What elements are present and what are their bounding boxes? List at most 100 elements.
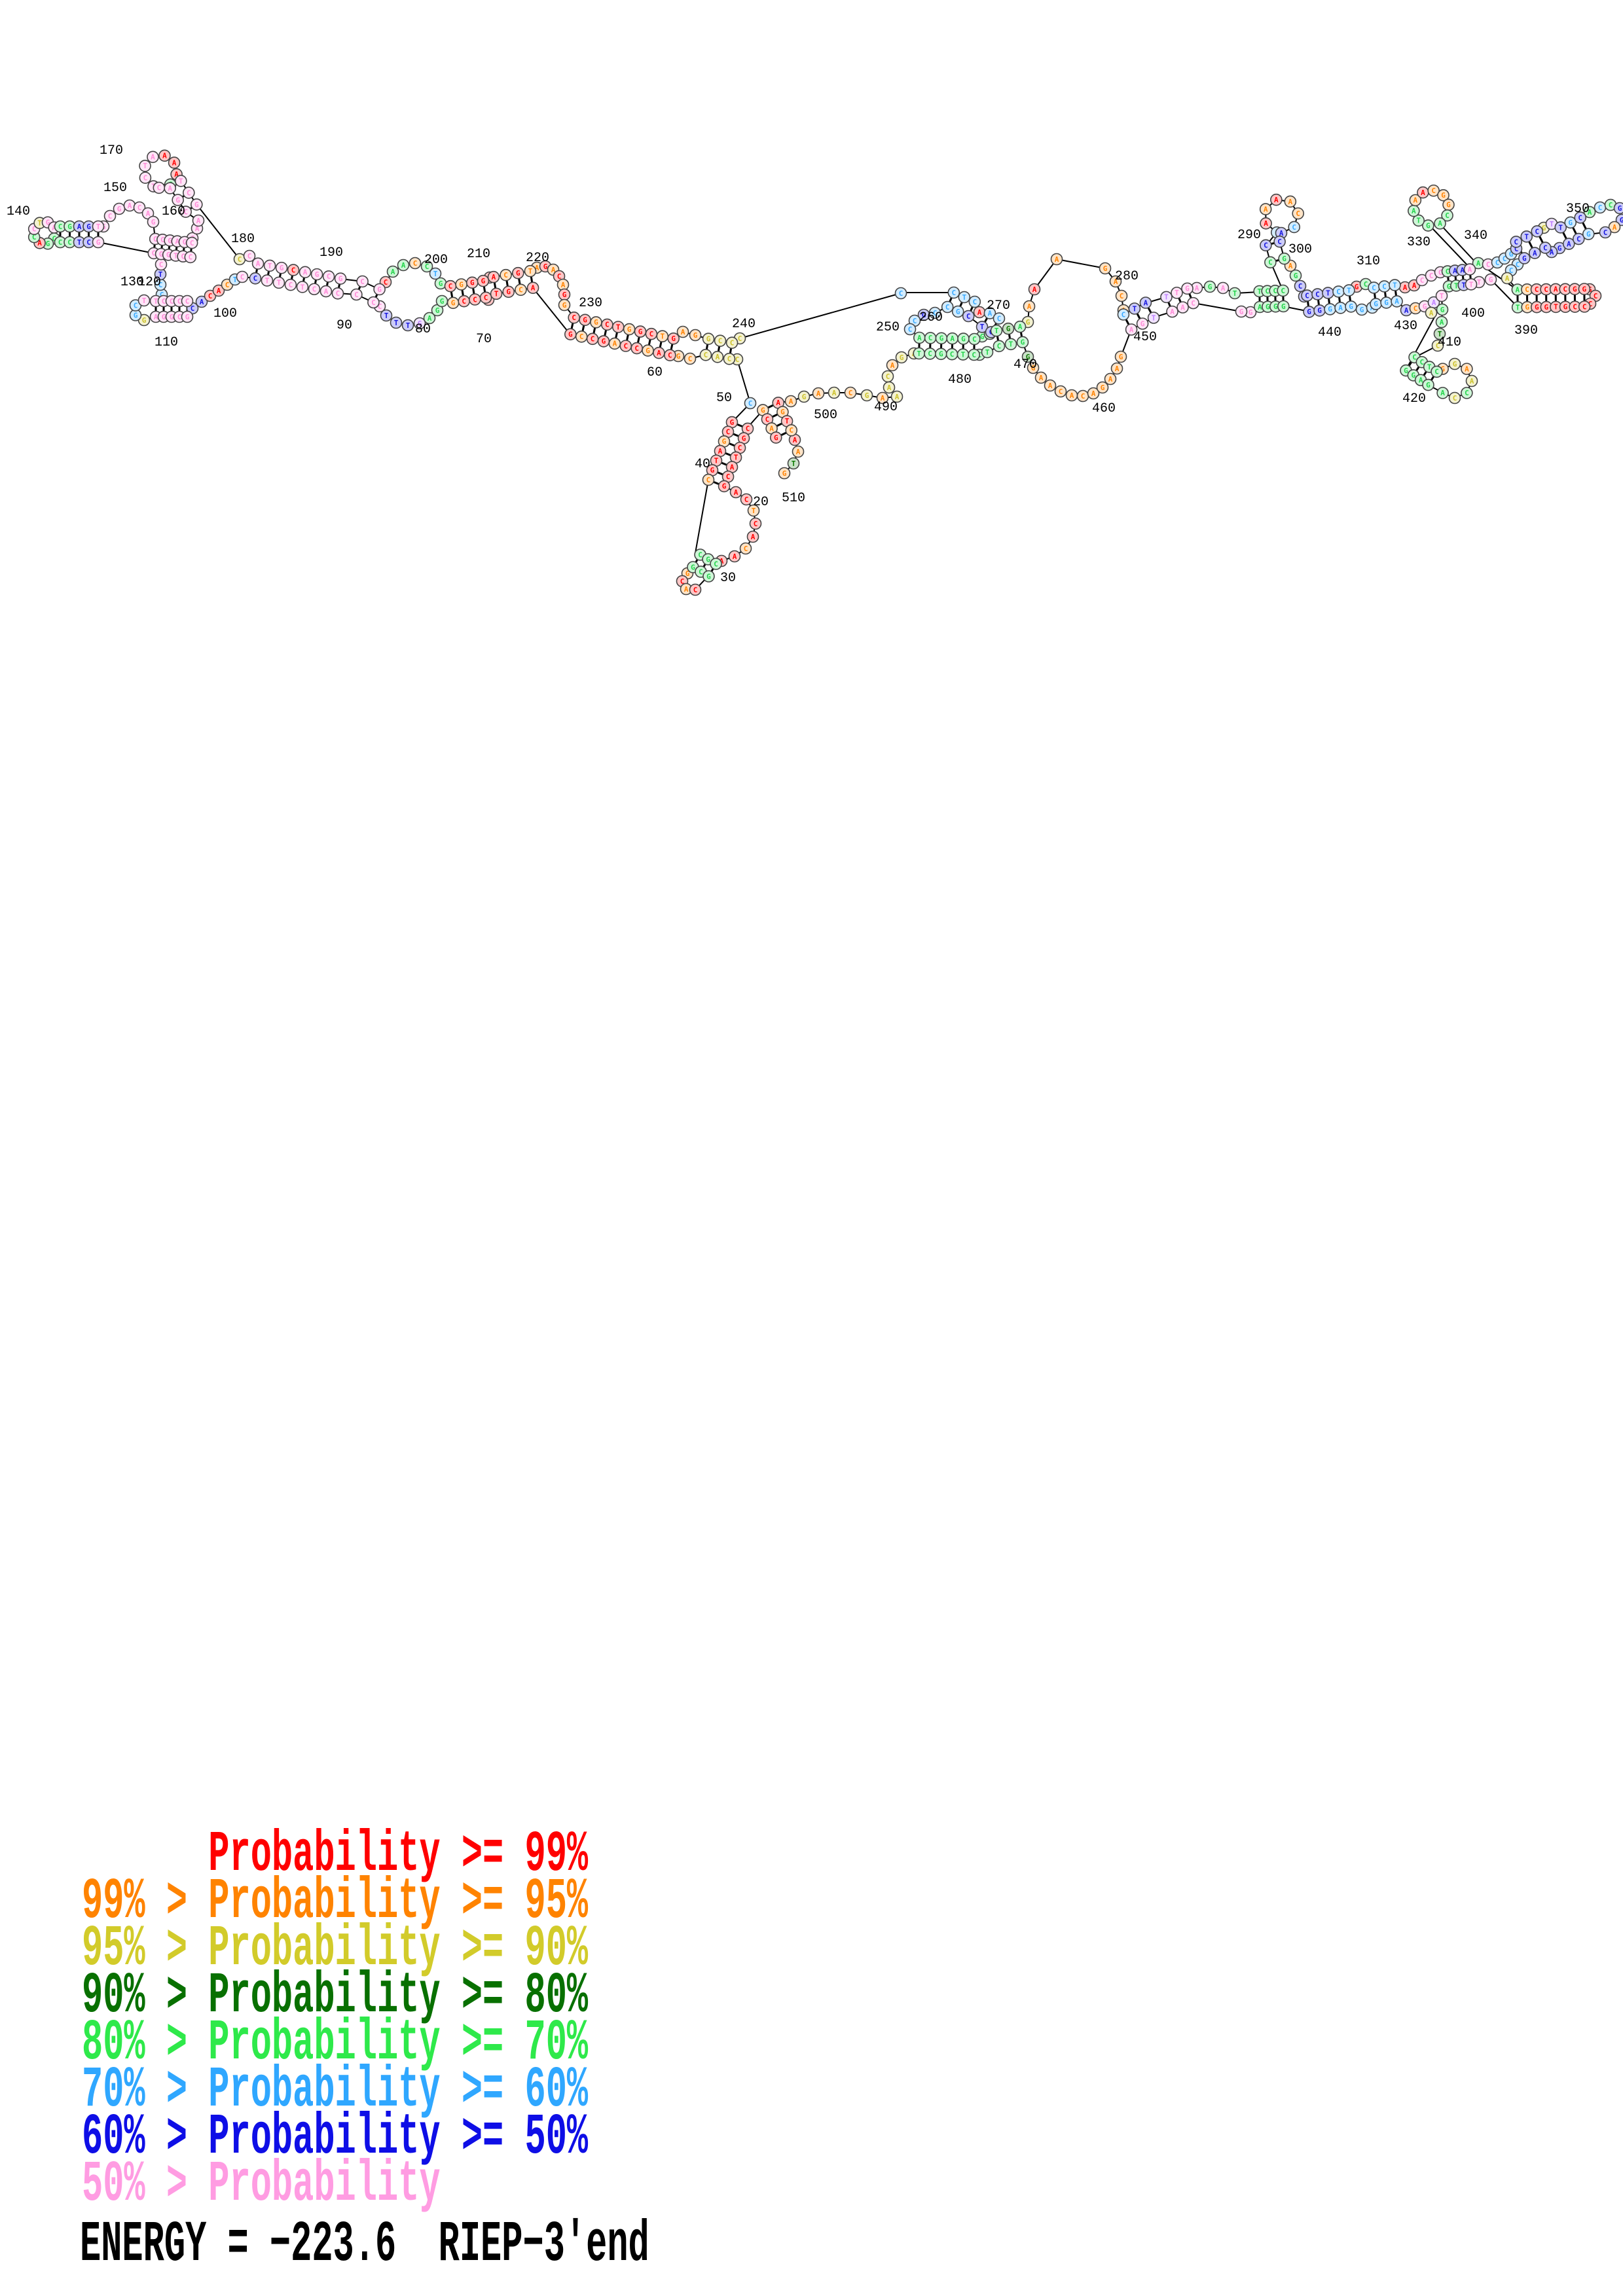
nucleotide-letter: A xyxy=(1440,318,1444,327)
nucleotide xyxy=(993,312,1006,325)
nucleotide-letter: A xyxy=(401,261,406,270)
nucleotide-letter: C xyxy=(327,272,331,281)
legend-line-0: Probability >= 99% xyxy=(82,1823,589,1888)
nucleotide-letter: A xyxy=(1180,303,1185,312)
nucleotide-letter: C xyxy=(1503,255,1507,263)
nucleotide-letter: C xyxy=(32,225,37,234)
nucleotide-letter: A xyxy=(881,394,885,403)
nucleotide-letter: T xyxy=(179,177,183,185)
nucleotide-letter: G xyxy=(562,291,567,299)
nucleotide-letter: G xyxy=(900,353,904,362)
nucleotide-letter: C xyxy=(1336,287,1341,296)
nucleotide-letter: C xyxy=(726,428,731,437)
nucleotide-letter: C xyxy=(134,301,138,310)
nucleotide-letter: T xyxy=(1326,289,1330,297)
nucleotide-letter: A xyxy=(1395,297,1399,306)
position-label: 280 xyxy=(1115,269,1139,284)
nucleotide-letter: A xyxy=(769,424,774,433)
nucleotide-letter: G xyxy=(1522,254,1527,262)
nucleotide-letter: G xyxy=(939,350,943,359)
nucleotide-letter: C xyxy=(972,351,976,359)
position-label: 430 xyxy=(1394,319,1417,334)
nucleotide xyxy=(1465,374,1478,387)
nucleotide xyxy=(1554,221,1567,234)
nucleotide-letter: T xyxy=(173,251,178,260)
nucleotide-letter: A xyxy=(1170,308,1175,316)
nucleotide-letter: G xyxy=(939,334,944,343)
nucleotide-letter: A xyxy=(428,314,432,323)
nucleotide-letter: C xyxy=(1382,282,1387,291)
nucleotide-letter: C xyxy=(765,415,770,423)
nucleotide-letter: C xyxy=(162,297,166,306)
nucleotide-letter: A xyxy=(1429,309,1434,317)
nucleotide-letter: C xyxy=(160,291,164,299)
nucleotide-letter: T xyxy=(268,262,272,270)
nucleotide xyxy=(92,236,105,249)
position-label: 230 xyxy=(579,296,602,311)
nucleotide-letter: G xyxy=(1423,302,1427,311)
nucleotide-letter: G xyxy=(168,236,172,245)
nucleotide-letter: A xyxy=(1453,266,1457,275)
nucleotide-letter: A xyxy=(1432,298,1436,307)
nucleotide-letter: C xyxy=(143,173,148,182)
nucleotide-letter: C xyxy=(1603,228,1608,237)
nucleotide xyxy=(1436,387,1449,399)
nucleotide xyxy=(1435,289,1448,302)
position-label: 200 xyxy=(424,253,448,268)
nucleotide-letter: A xyxy=(37,239,42,247)
nucleotide xyxy=(1109,275,1122,288)
nucleotide xyxy=(287,264,300,276)
nucleotide-letter: T xyxy=(433,270,438,278)
nucleotide-letter: A xyxy=(151,153,155,162)
position-label: 300 xyxy=(1288,242,1312,257)
legend-line-1: 99% > Probability >= 95% xyxy=(82,1870,589,1935)
nucleotide xyxy=(1139,296,1152,309)
nucleotide xyxy=(1284,195,1297,208)
nucleotide-letter: C xyxy=(1292,223,1296,232)
nucleotide-letter: C xyxy=(972,335,977,344)
nucleotide xyxy=(711,351,724,363)
nucleotide xyxy=(558,298,571,312)
nucleotide xyxy=(103,209,117,223)
nucleotide xyxy=(723,353,736,365)
nucleotide-letter: C xyxy=(1465,389,1469,397)
nucleotide xyxy=(1608,221,1621,234)
nucleotide-letter: C xyxy=(1273,287,1277,295)
nucleotide-letter: G xyxy=(1307,308,1311,316)
nucleotide xyxy=(1448,357,1461,370)
nucleotide-letter: C xyxy=(170,297,174,306)
nucleotide-letter: A xyxy=(1048,382,1053,390)
nucleotide-letter: G xyxy=(418,319,422,328)
nucleotide-letter: C xyxy=(738,334,742,343)
nucleotide xyxy=(179,206,192,218)
nucleotide-letter: T xyxy=(143,162,147,170)
nucleotide-letter: A xyxy=(720,557,724,565)
nucleotide-letter: T xyxy=(1152,314,1156,322)
nucleotide-letter: G xyxy=(1441,191,1446,200)
nucleotide xyxy=(1278,252,1290,265)
nucleotide-letter: G xyxy=(435,306,440,315)
nucleotide-letter: C xyxy=(58,223,63,231)
nucleotide-letter: G xyxy=(1563,303,1568,312)
nucleotide xyxy=(958,291,971,304)
nucleotide xyxy=(1171,287,1183,299)
nucleotide xyxy=(981,346,994,359)
nucleotide xyxy=(184,251,197,264)
nucleotide-letter: T xyxy=(233,276,238,284)
nucleotide-letter: T xyxy=(1454,281,1459,290)
nucleotide xyxy=(1147,312,1160,324)
nucleotide xyxy=(299,266,312,279)
nucleotide xyxy=(1125,323,1138,336)
nucleotide-letter: C xyxy=(1372,283,1376,292)
nucleotide xyxy=(1270,193,1283,206)
position-label: 390 xyxy=(1514,323,1538,338)
nucleotide-letter: C xyxy=(754,520,758,528)
nucleotide-letter: G xyxy=(980,332,985,341)
position-label: 180 xyxy=(231,232,255,247)
nucleotide xyxy=(828,386,841,399)
nucleotide xyxy=(1002,322,1015,335)
nucleotide-letter: C xyxy=(928,334,933,342)
nucleotide xyxy=(1216,281,1230,295)
nucleotide-letter: C xyxy=(1609,201,1613,209)
